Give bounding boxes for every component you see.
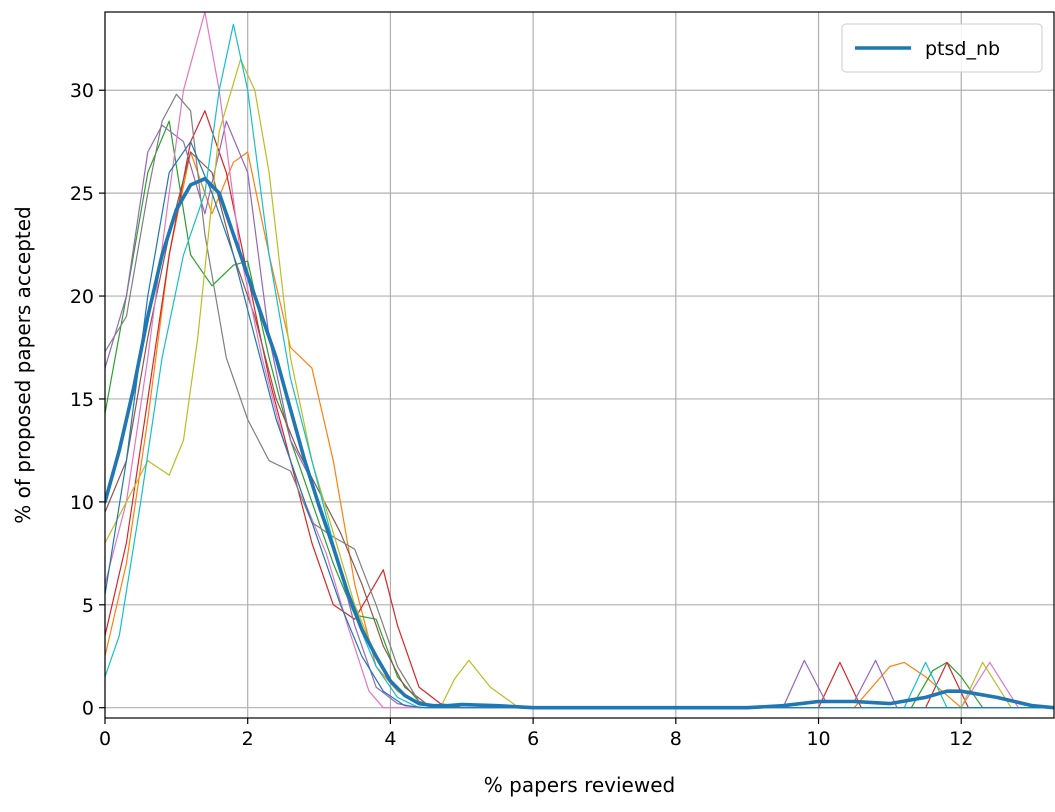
axis-ticks: 0 2 4 6 8 10 12 0 5 10 15 20 25 30 (70, 80, 974, 750)
plot-area (105, 12, 1054, 718)
x-tick-label: 12 (949, 728, 973, 750)
y-tick-label: 10 (70, 492, 94, 514)
x-tick-label: 6 (527, 728, 539, 750)
series-lines (105, 12, 1054, 710)
legend: ptsd_nb (841, 23, 1043, 73)
x-tick-label: 10 (806, 728, 830, 750)
y-tick-label: 15 (70, 389, 94, 411)
y-tick-label: 30 (70, 80, 94, 102)
legend-box (841, 23, 1043, 73)
x-tick-label: 0 (99, 728, 111, 750)
x-tick-label: 4 (384, 728, 396, 750)
series-line-run-7 (105, 93, 1054, 709)
x-axis-label: % papers reviewed (484, 773, 675, 797)
y-tick-label: 20 (70, 286, 94, 308)
plot-frame (104, 11, 1055, 719)
y-tick-label: 5 (82, 595, 94, 617)
x-tick-label: 2 (242, 728, 254, 750)
y-tick-label: 25 (70, 183, 94, 205)
series-line-run-10 (105, 141, 1054, 709)
series-line-ptsd-nb (105, 176, 1054, 710)
y-axis-label: % of proposed papers accepted (11, 206, 35, 523)
legend-entry-ptsd-nb: ptsd_nb (925, 38, 1000, 60)
x-tick-label: 8 (670, 728, 682, 750)
y-tick-label: 0 (82, 698, 94, 720)
series-line-run-3 (105, 110, 1054, 709)
